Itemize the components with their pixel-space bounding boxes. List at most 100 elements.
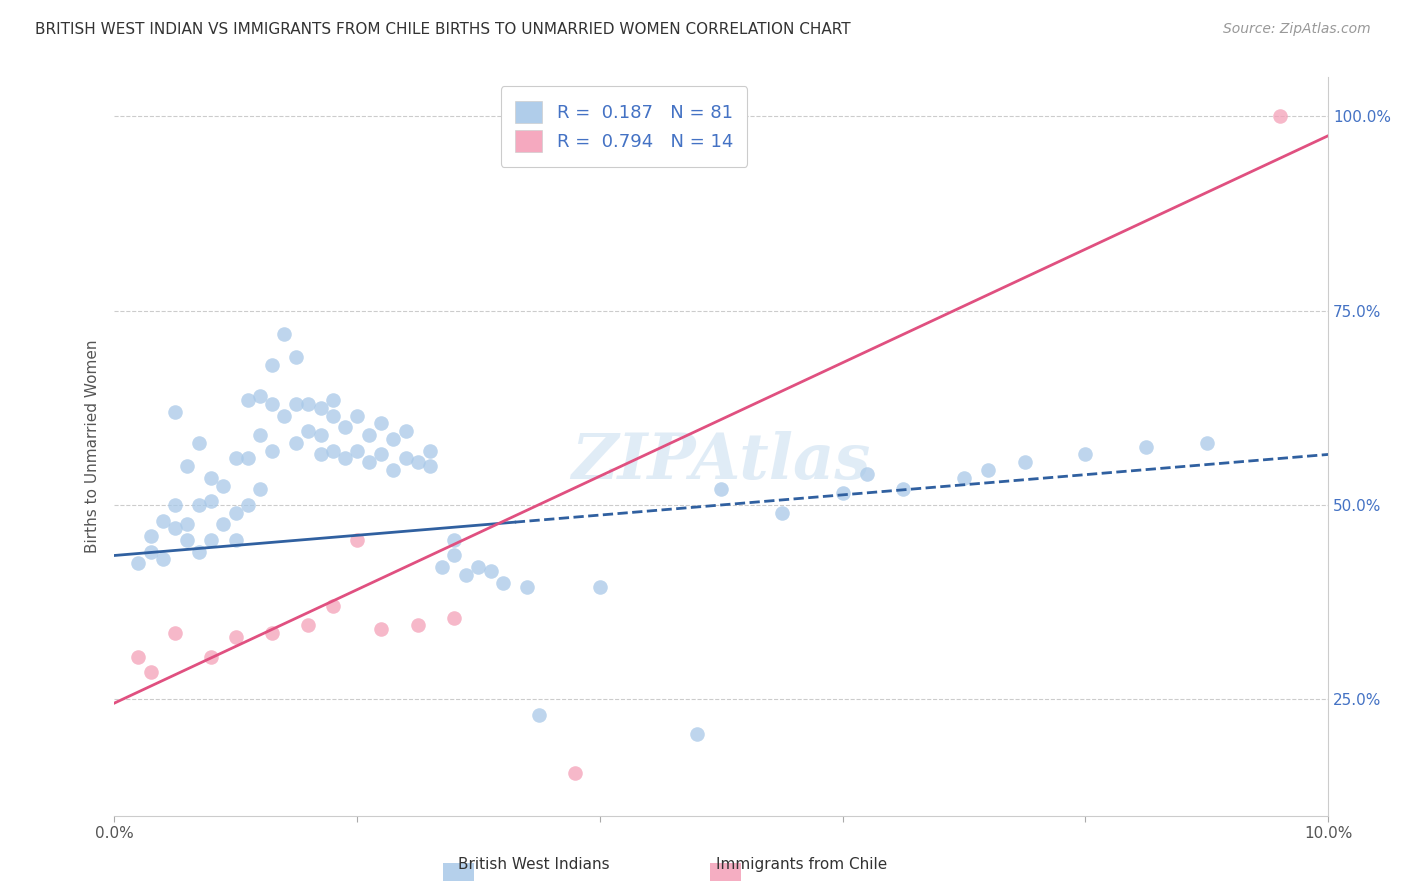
Point [212,478,235,492]
Point [1135,440,1157,454]
Point [346,409,368,423]
Point [297,618,319,632]
Point [406,618,429,632]
Legend: R =  0.187   N = 81, R =  0.794   N = 14: R = 0.187 N = 81, R = 0.794 N = 14 [501,87,748,167]
Point [322,392,344,407]
Point [333,420,356,434]
Point [188,544,211,558]
Point [710,483,733,497]
Point [443,533,465,547]
Point [1074,447,1097,461]
Text: BRITISH WEST INDIAN VS IMMIGRANTS FROM CHILE BIRTHS TO UNMARRIED WOMEN CORRELATI: BRITISH WEST INDIAN VS IMMIGRANTS FROM C… [35,22,851,37]
Point [492,575,515,590]
Point [322,443,344,458]
Point [527,707,550,722]
Point [333,451,356,466]
Point [236,498,259,512]
Point [977,463,1000,477]
Point [139,665,162,679]
Point [273,326,295,341]
Point [589,580,612,594]
Point [176,533,198,547]
Point [479,564,502,578]
Point [831,486,853,500]
Point [260,443,283,458]
Point [382,432,405,446]
Point [163,626,186,640]
Point [152,552,174,566]
Point [322,409,344,423]
Point [382,463,405,477]
Point [200,533,222,547]
Point [200,471,222,485]
Point [443,549,465,563]
Point [297,424,319,438]
Point [212,517,235,532]
Point [260,397,283,411]
Point [370,447,392,461]
Point [127,649,149,664]
Text: British West Indians: British West Indians [458,857,610,872]
Point [249,483,271,497]
Point [370,417,392,431]
Point [309,428,332,442]
Text: ZIPAtlas: ZIPAtlas [571,431,870,492]
Text: Immigrants from Chile: Immigrants from Chile [716,857,887,872]
Point [443,610,465,624]
Point [297,397,319,411]
Point [770,506,793,520]
Point [1195,435,1218,450]
Point [346,443,368,458]
Point [225,506,247,520]
Point [856,467,879,481]
Point [406,455,429,469]
Point [370,623,392,637]
Point [200,649,222,664]
Point [260,358,283,372]
Y-axis label: Births to Unmarried Women: Births to Unmarried Women [86,340,100,553]
Point [200,494,222,508]
Point [152,514,174,528]
Point [176,459,198,474]
Point [139,544,162,558]
Point [163,521,186,535]
Point [285,351,308,365]
Point [188,498,211,512]
Point [139,529,162,543]
Point [285,397,308,411]
Point [225,630,247,644]
Point [467,560,489,574]
Point [188,435,211,450]
Point [249,428,271,442]
Point [163,498,186,512]
Point [394,424,416,438]
Point [127,556,149,570]
Point [456,568,478,582]
Point [419,443,441,458]
Text: Source: ZipAtlas.com: Source: ZipAtlas.com [1223,22,1371,37]
Point [686,727,709,741]
Point [1268,109,1291,123]
Point [285,435,308,450]
Point [249,389,271,403]
Point [419,459,441,474]
Point [225,533,247,547]
Point [891,483,914,497]
Point [163,405,186,419]
Point [236,451,259,466]
Point [346,533,368,547]
Point [516,580,538,594]
Point [953,471,976,485]
Point [359,455,381,469]
Point [1014,455,1036,469]
Point [359,428,381,442]
Point [236,392,259,407]
Point [430,560,453,574]
Point [322,599,344,613]
Point [309,401,332,415]
Point [309,447,332,461]
Point [273,409,295,423]
Point [260,626,283,640]
Point [394,451,416,466]
Point [564,766,586,780]
